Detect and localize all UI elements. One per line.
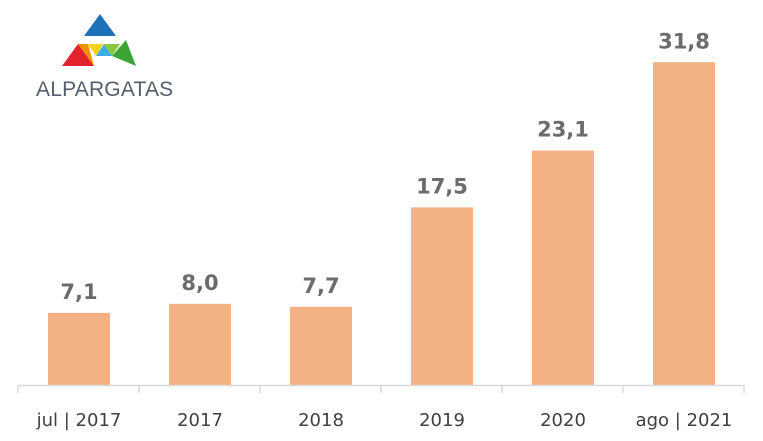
- logo-triangle-red-icon: [62, 44, 94, 66]
- bar-5: [532, 150, 594, 385]
- bar-value-label-5: 23,1: [537, 118, 589, 142]
- logo-triangle-darkgreen-icon: [112, 40, 136, 66]
- bar-4: [411, 207, 473, 385]
- logo-triangle-blue-icon: [84, 14, 116, 36]
- bar-2: [169, 303, 231, 385]
- bar-value-label-1: 7,1: [60, 280, 97, 304]
- bar-value-label-6: 31,8: [658, 29, 710, 53]
- bar-value-label-3: 7,7: [302, 274, 339, 298]
- logo-triangle-orange-icon: [78, 44, 94, 66]
- logo-triangle-yellow-icon: [88, 44, 103, 56]
- bar-3: [290, 306, 352, 385]
- bar-6: [653, 62, 715, 386]
- x-tick-labels-layer: jul | 2017 2017 2018 2019 2020 ago | 2021: [36, 410, 733, 431]
- x-tick-label-6: ago | 2021: [636, 410, 733, 431]
- x-tick-label-3: 2018: [298, 410, 344, 431]
- x-tick-label-2: 2017: [177, 410, 223, 431]
- x-axis-ticks: [17, 385, 745, 393]
- value-labels-layer: 7,1 8,0 7,7 17,5 23,1 31,8: [60, 29, 710, 304]
- logo-mark-icon: [62, 14, 136, 66]
- x-tick-label-5: 2020: [540, 410, 586, 431]
- x-tick-label-4: 2019: [419, 410, 465, 431]
- bars-layer: [48, 62, 715, 386]
- logo-wordmark: ALPARGATAS: [36, 78, 173, 101]
- logo-triangle-lightblue-icon: [96, 44, 112, 56]
- bar-value-label-4: 17,5: [416, 174, 468, 198]
- x-tick-label-1: jul | 2017: [36, 410, 122, 431]
- logo-triangle-green-icon: [104, 44, 120, 56]
- bar-1: [48, 312, 110, 385]
- alpargatas-logo: ALPARGATAS: [36, 14, 173, 101]
- bar-value-label-2: 8,0: [181, 271, 218, 295]
